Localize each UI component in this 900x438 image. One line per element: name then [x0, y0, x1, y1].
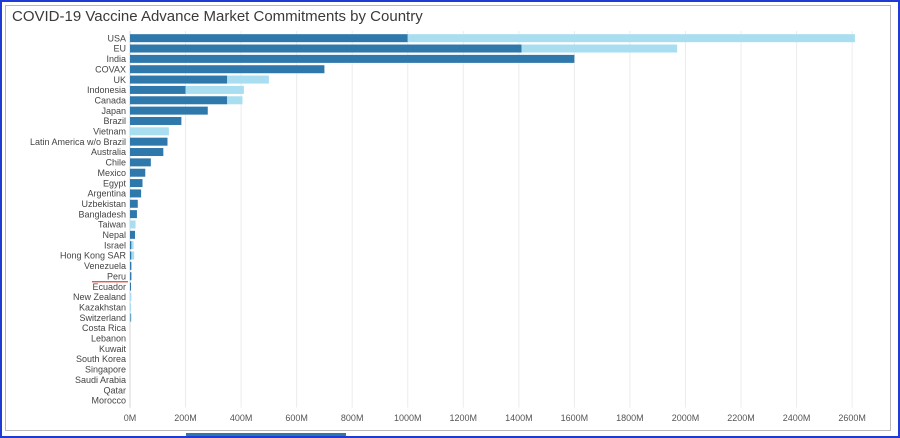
category-label: Saudi Arabia — [75, 375, 126, 385]
category-label: Lebanon — [91, 334, 126, 344]
category-label: Morocco — [91, 396, 126, 406]
bar-segment-dark[interactable] — [130, 179, 143, 188]
bars-group — [130, 34, 855, 322]
category-labels: USAEUIndiaCOVAXUKIndonesiaCanadaJapanBra… — [30, 33, 128, 406]
x-tick-label: 600M — [285, 413, 308, 423]
bar-segment-dark[interactable] — [130, 85, 186, 94]
bar-segment-dark[interactable] — [130, 189, 142, 198]
chart-title: COVID-19 Vaccine Advance Market Commitme… — [12, 8, 423, 25]
category-label: India — [106, 54, 126, 64]
bar-segment-light[interactable] — [227, 96, 243, 105]
bar-segment-dark[interactable] — [130, 96, 228, 105]
category-label: Qatar — [103, 385, 126, 395]
bar-segment-dark[interactable] — [130, 75, 228, 84]
bar-segment-dark[interactable] — [130, 272, 132, 281]
bar-segment-dark[interactable] — [130, 65, 325, 74]
bar-segment-light[interactable] — [130, 292, 132, 301]
category-label: Singapore — [85, 365, 126, 375]
x-tick-label: 2000M — [672, 413, 700, 423]
category-label: Chile — [105, 158, 126, 168]
category-label: Mexico — [97, 168, 126, 178]
bar-segment-light[interactable] — [227, 75, 269, 84]
bar-segment-dark[interactable] — [130, 106, 208, 115]
bar-segment-dark[interactable] — [130, 199, 138, 208]
bar-segment-dark[interactable] — [130, 313, 131, 322]
x-tick-label: 1400M — [505, 413, 533, 423]
bar-segment-light[interactable] — [131, 241, 134, 250]
bar-segment-dark[interactable] — [130, 137, 168, 146]
bar-segment-light[interactable] — [130, 127, 169, 136]
bar-segment-light[interactable] — [130, 220, 136, 229]
category-label: Vietnam — [93, 127, 126, 137]
bar-segment-dark[interactable] — [130, 116, 182, 125]
category-label: Ecuador — [92, 282, 126, 292]
bar-segment-dark[interactable] — [130, 282, 131, 291]
category-label: Egypt — [103, 178, 127, 188]
x-tick-label: 1000M — [394, 413, 422, 423]
category-label: Israel — [104, 240, 126, 250]
bar-segment-dark[interactable] — [130, 230, 135, 239]
category-label: Australia — [91, 147, 126, 157]
category-label: Indonesia — [87, 85, 126, 95]
bar-segment-dark[interactable] — [130, 168, 146, 177]
category-label: Latin America w/o Brazil — [30, 137, 126, 147]
bar-segment-light[interactable] — [130, 313, 132, 322]
x-tick-label: 2600M — [838, 413, 866, 423]
bar-segment-light[interactable] — [185, 85, 244, 94]
category-label: Venezuela — [84, 261, 126, 271]
x-tick-label: 200M — [174, 413, 197, 423]
category-label: Brazil — [103, 116, 126, 126]
bar-segment-light[interactable] — [131, 251, 135, 260]
category-label: Canada — [94, 95, 126, 105]
category-label: Kuwait — [99, 344, 127, 354]
category-label: Kazakhstan — [79, 302, 126, 312]
x-tick-label: 2400M — [783, 413, 811, 423]
bar-segment-dark[interactable] — [130, 251, 132, 260]
x-tick-label: 400M — [230, 413, 253, 423]
category-label: Bangladesh — [78, 209, 126, 219]
category-label: South Korea — [76, 354, 126, 364]
category-label: Hong Kong SAR — [60, 251, 127, 261]
bar-segment-dark[interactable] — [130, 34, 408, 43]
category-label: Peru — [107, 271, 126, 281]
bar-segment-dark[interactable] — [130, 158, 151, 167]
x-axis-ticks: 0M 200M 400M 600M 800M 1000M 1200M 1400M 1600M 18… — [124, 413, 866, 436]
bar-segment-dark[interactable] — [130, 241, 132, 250]
bar-segment-dark[interactable] — [130, 54, 575, 63]
category-label: New Zealand — [73, 292, 126, 302]
category-label: Costa Rica — [82, 323, 126, 333]
category-label: Nepal — [102, 230, 126, 240]
category-label: COVAX — [95, 64, 126, 74]
bar-segment-dark[interactable] — [130, 261, 132, 270]
x-tick-label: 800M — [341, 413, 364, 423]
category-label: EU — [113, 44, 126, 54]
category-label: USA — [107, 33, 126, 43]
category-label: Uzbekistan — [81, 199, 126, 209]
x-tick-label: 1200M — [450, 413, 478, 423]
bar-segment-light[interactable] — [521, 44, 678, 53]
category-label: Taiwan — [98, 220, 126, 230]
bar-segment-light[interactable] — [407, 34, 855, 43]
x-tick-label: 1800M — [616, 413, 644, 423]
category-label: UK — [113, 75, 126, 85]
category-label: Switzerland — [79, 313, 126, 323]
bar-segment-dark[interactable] — [130, 210, 137, 219]
bar-segment-light[interactable] — [130, 303, 131, 312]
bar-segment-dark[interactable] — [130, 148, 164, 157]
bar-segment-dark[interactable] — [130, 44, 522, 53]
category-label: Japan — [101, 106, 126, 116]
x-tick-label: 2200M — [727, 413, 755, 423]
axis-title-fragment — [186, 433, 346, 436]
x-tick-label: 0M — [124, 413, 137, 423]
category-label: Argentina — [87, 189, 126, 199]
x-tick-label: 1600M — [561, 413, 589, 423]
